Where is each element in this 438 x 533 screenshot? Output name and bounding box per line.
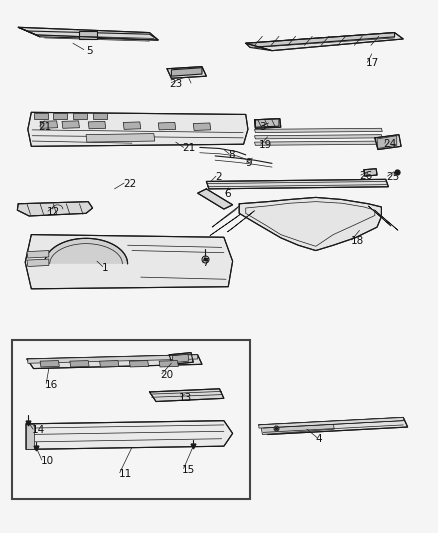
Text: 25: 25 <box>385 172 398 182</box>
Text: 7: 7 <box>201 259 208 268</box>
Polygon shape <box>239 197 381 251</box>
Polygon shape <box>254 128 381 133</box>
Polygon shape <box>44 238 127 264</box>
Text: 15: 15 <box>182 465 195 474</box>
Polygon shape <box>376 136 396 149</box>
Polygon shape <box>18 27 40 37</box>
Polygon shape <box>206 179 388 189</box>
Text: 8: 8 <box>228 150 234 160</box>
Polygon shape <box>159 361 178 367</box>
Polygon shape <box>129 361 148 367</box>
Polygon shape <box>33 114 47 119</box>
Text: 21: 21 <box>38 122 51 132</box>
Polygon shape <box>28 355 197 364</box>
Text: 19: 19 <box>258 140 272 150</box>
Bar <box>12 340 250 499</box>
Polygon shape <box>158 123 175 130</box>
Polygon shape <box>62 121 79 128</box>
Polygon shape <box>27 259 49 266</box>
Polygon shape <box>92 114 106 119</box>
Text: 2: 2 <box>215 172 221 182</box>
Text: 18: 18 <box>350 236 363 246</box>
Polygon shape <box>254 141 381 146</box>
Polygon shape <box>255 119 279 127</box>
Polygon shape <box>40 121 57 128</box>
Polygon shape <box>26 424 33 449</box>
Polygon shape <box>53 114 67 119</box>
Text: 26: 26 <box>359 171 372 181</box>
Polygon shape <box>245 33 403 51</box>
Polygon shape <box>245 43 272 51</box>
Polygon shape <box>25 235 232 289</box>
Text: 20: 20 <box>160 370 173 380</box>
Text: 21: 21 <box>182 143 195 154</box>
Polygon shape <box>149 389 223 401</box>
Polygon shape <box>169 353 193 365</box>
Polygon shape <box>258 417 407 434</box>
Polygon shape <box>171 68 201 76</box>
Polygon shape <box>166 67 206 78</box>
Text: 10: 10 <box>41 456 54 466</box>
Text: 5: 5 <box>86 46 92 55</box>
Text: 13: 13 <box>179 393 192 403</box>
Polygon shape <box>26 421 232 449</box>
Text: 9: 9 <box>245 158 252 168</box>
Text: 22: 22 <box>123 179 136 189</box>
Polygon shape <box>79 31 97 39</box>
Polygon shape <box>27 355 201 368</box>
Polygon shape <box>73 114 87 119</box>
Polygon shape <box>254 135 381 139</box>
Polygon shape <box>70 361 89 367</box>
Polygon shape <box>193 123 210 131</box>
Polygon shape <box>28 112 247 147</box>
Text: 24: 24 <box>383 139 396 149</box>
Text: 23: 23 <box>169 79 182 88</box>
Polygon shape <box>197 189 232 209</box>
Text: 1: 1 <box>101 263 108 272</box>
Polygon shape <box>27 251 49 258</box>
Text: 17: 17 <box>365 59 378 68</box>
Text: 16: 16 <box>44 379 57 390</box>
Text: 12: 12 <box>46 207 60 217</box>
Text: 11: 11 <box>119 469 132 479</box>
Polygon shape <box>86 134 154 142</box>
Polygon shape <box>258 417 403 428</box>
Polygon shape <box>374 210 397 230</box>
Polygon shape <box>261 422 333 434</box>
Polygon shape <box>245 33 394 47</box>
Polygon shape <box>209 214 240 236</box>
Text: 4: 4 <box>315 434 321 444</box>
Text: 3: 3 <box>258 122 265 132</box>
Text: 6: 6 <box>223 189 230 199</box>
Polygon shape <box>123 122 141 130</box>
Polygon shape <box>254 119 280 128</box>
Polygon shape <box>17 201 92 216</box>
Polygon shape <box>27 31 158 40</box>
Polygon shape <box>212 206 239 227</box>
Polygon shape <box>172 354 188 363</box>
Text: 14: 14 <box>32 425 46 435</box>
Polygon shape <box>363 168 376 176</box>
Polygon shape <box>99 361 119 367</box>
Polygon shape <box>374 135 400 150</box>
Polygon shape <box>18 27 158 40</box>
Polygon shape <box>367 206 390 226</box>
Polygon shape <box>40 361 59 367</box>
Polygon shape <box>88 122 106 129</box>
Polygon shape <box>227 211 254 232</box>
